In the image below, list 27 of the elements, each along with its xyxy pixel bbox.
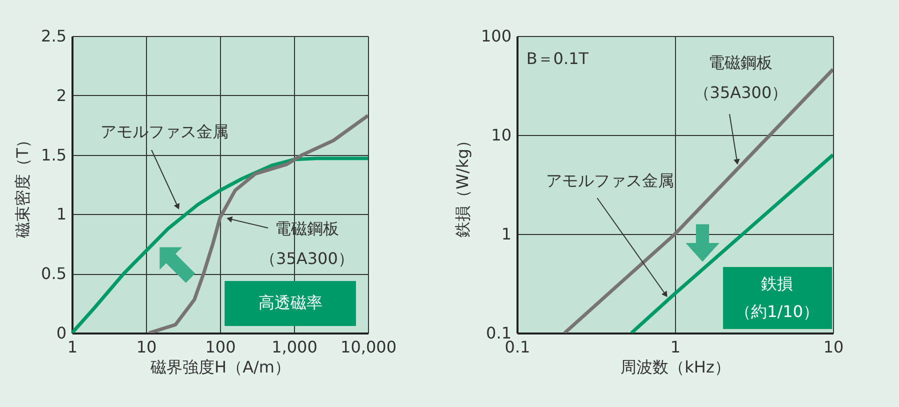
text: アモルファス金属 <box>546 171 674 190</box>
x-tick-label: 1,000 <box>272 338 318 356</box>
y-tick-label: 0 <box>56 324 66 342</box>
y-tick-label: 1.5 <box>41 145 66 164</box>
y-tick-label: 100 <box>480 26 512 46</box>
y-tick-label: 2.5 <box>41 26 66 46</box>
y-tick-label: 10 <box>491 126 512 144</box>
annotation: （約1/10） <box>735 302 820 321</box>
x-tick-label: 100 <box>205 338 236 356</box>
y-tick-label: 1 <box>56 204 66 224</box>
y-axis-title: 鉄損（W/kg） <box>452 132 472 238</box>
annotation: （35A300） <box>694 83 788 102</box>
text: 電磁鋼板 <box>708 53 773 72</box>
x-tick-label: 10,000 <box>340 338 396 356</box>
annotation: 高透磁率 <box>258 293 322 312</box>
x-axis-title: 磁界強度H（A/m） <box>150 358 290 376</box>
annotation: B＝0.1T <box>526 49 589 68</box>
y-axis-title: 磁束密度（T） <box>13 132 32 239</box>
y-tick-label: 0.5 <box>41 264 66 284</box>
x-axis-title: 周波数（kHz） <box>620 358 730 376</box>
y-tick-label: 2 <box>56 86 66 105</box>
x-tick-label: 10 <box>136 338 157 356</box>
annotation: 鉄損 <box>761 274 794 293</box>
x-tick-label: 10 <box>823 338 844 356</box>
x-tick-label: 1 <box>670 338 681 356</box>
x-tick-label: 0.1 <box>504 338 530 356</box>
y-tick-label: 1 <box>501 224 512 244</box>
